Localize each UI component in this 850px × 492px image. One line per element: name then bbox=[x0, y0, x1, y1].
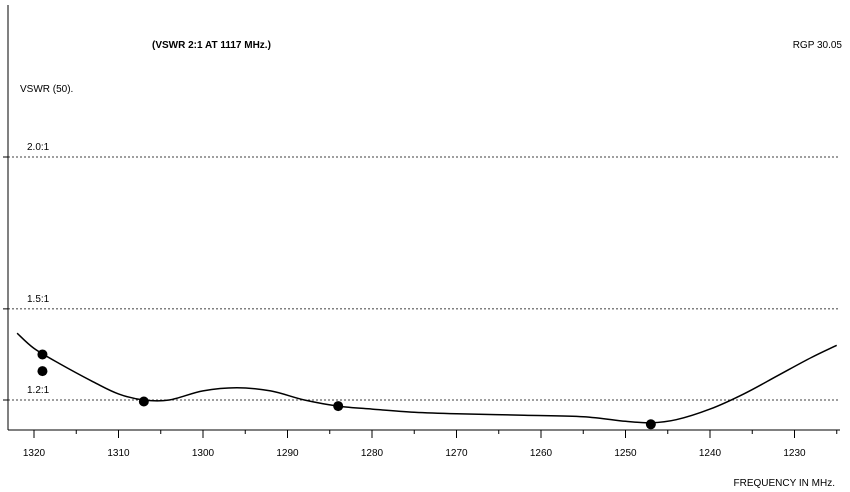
reference-label: 2.0:1 bbox=[27, 142, 50, 153]
data-point-3 bbox=[333, 401, 344, 412]
x-tick-label: 1260 bbox=[530, 448, 553, 459]
x-tick-label: 1250 bbox=[614, 448, 637, 459]
reference-label: RGP 30.05 bbox=[793, 40, 843, 51]
data-point-0 bbox=[37, 349, 48, 360]
x-tick-label: 1280 bbox=[361, 448, 384, 459]
x-tick-label: 1320 bbox=[23, 448, 46, 459]
y-axis-label: VSWR (50). bbox=[20, 84, 73, 95]
x-axis-label: FREQUENCY IN MHz. bbox=[734, 478, 836, 489]
vswr-curve bbox=[16, 332, 838, 424]
data-point-4 bbox=[645, 419, 656, 430]
data-point-1 bbox=[37, 366, 48, 377]
x-tick-label: 1290 bbox=[276, 448, 299, 459]
x-tick-label: 1240 bbox=[699, 448, 722, 459]
data-point-2 bbox=[138, 396, 149, 407]
x-tick-label: 1270 bbox=[445, 448, 468, 459]
chart-title: (VSWR 2:1 AT 1117 MHz.) bbox=[152, 40, 271, 51]
reference-label: 1.5:1 bbox=[27, 294, 50, 305]
x-tick-label: 1230 bbox=[783, 448, 806, 459]
x-tick-label: 1300 bbox=[192, 448, 215, 459]
reference-label: 1.2:1 bbox=[27, 385, 50, 396]
x-tick-label: 1310 bbox=[107, 448, 130, 459]
